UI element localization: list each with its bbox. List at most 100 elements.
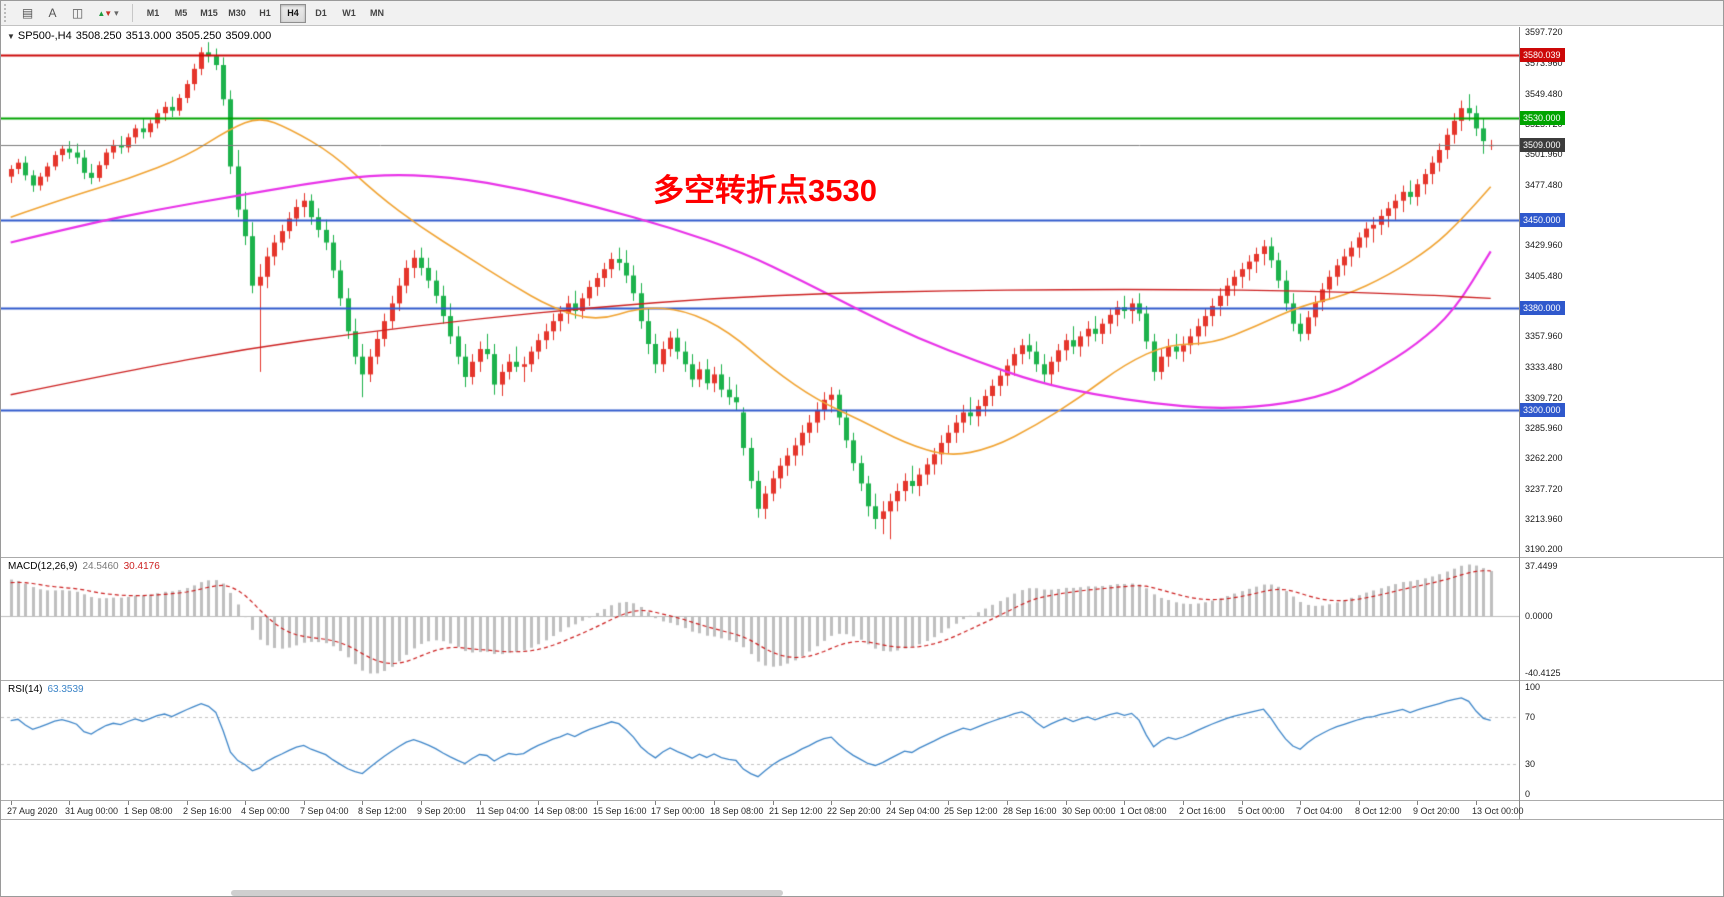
time-axis-label: 8 Sep 12:00 bbox=[358, 806, 407, 816]
macd-canvas[interactable] bbox=[1, 558, 1519, 680]
macd-signal-value: 30.4176 bbox=[123, 561, 160, 572]
time-axis-label: 17 Sep 00:00 bbox=[651, 806, 705, 816]
time-axis-label: 24 Sep 04:00 bbox=[886, 806, 940, 816]
chart-object-button[interactable]: ◫ bbox=[66, 3, 89, 23]
time-axis-label: 22 Sep 20:00 bbox=[827, 806, 881, 816]
chart-title: ▼ SP500-,H4 3508.250 3513.000 3505.250 3509.0… bbox=[7, 30, 275, 42]
macd-label: MACD(12,26,9) bbox=[8, 561, 78, 572]
time-axis-tick bbox=[128, 801, 129, 805]
time-axis-tick bbox=[890, 801, 891, 805]
up-arrow-icon: ▲ bbox=[97, 8, 106, 18]
panel-separator bbox=[1, 800, 1723, 801]
timeframe-m30-button[interactable]: M30 bbox=[224, 4, 250, 23]
time-axis-label: 28 Sep 16:00 bbox=[1003, 806, 1057, 816]
horizontal-scrollbar-thumb[interactable] bbox=[231, 890, 783, 896]
timeframe-m5-button[interactable]: M5 bbox=[168, 4, 194, 23]
ohlc-open: 3508.250 bbox=[75, 30, 122, 42]
ohlc-close: 3509.000 bbox=[225, 30, 272, 42]
text-tool-button[interactable]: A bbox=[41, 3, 64, 23]
toolbar-drag-handle[interactable] bbox=[4, 4, 12, 22]
panel-separator[interactable] bbox=[1, 557, 1723, 558]
time-axis-label: 2 Sep 16:00 bbox=[183, 806, 232, 816]
time-axis-tick bbox=[187, 801, 188, 805]
current-price-badge: 3509.000 bbox=[1520, 138, 1565, 152]
price-axis-label: 3213.960 bbox=[1525, 514, 1563, 524]
time-axis-label: 9 Sep 20:00 bbox=[417, 806, 466, 816]
panel-separator[interactable] bbox=[1, 680, 1723, 681]
macd-axis-label: 0.0000 bbox=[1525, 611, 1553, 621]
macd-value: 24.5460 bbox=[82, 561, 119, 572]
time-axis-tick bbox=[362, 801, 363, 805]
price-level-badge: 3380.000 bbox=[1520, 301, 1565, 315]
rsi-canvas[interactable] bbox=[1, 681, 1519, 800]
time-axis-label: 31 Aug 00:00 bbox=[65, 806, 119, 816]
rsi-axis-label: 30 bbox=[1525, 759, 1536, 769]
order-arrows-button[interactable]: ▲ ▼ ▾ bbox=[91, 3, 125, 23]
price-axis-label: 3429.960 bbox=[1525, 240, 1563, 250]
box-icon: ◫ bbox=[71, 6, 84, 20]
price-level-badge: 3580.039 bbox=[1520, 48, 1565, 62]
time-axis-label: 4 Sep 00:00 bbox=[241, 806, 290, 816]
timeframe-mn-button[interactable]: MN bbox=[364, 4, 390, 23]
time-axis-tick bbox=[1066, 801, 1067, 805]
price-axis-area: 3597.7203573.9603549.4803525.7203501.960… bbox=[1520, 27, 1723, 819]
rsi-axis-label: 70 bbox=[1525, 712, 1536, 722]
timeframe-m15-button[interactable]: M15 bbox=[196, 4, 222, 23]
price-chart-canvas[interactable] bbox=[1, 27, 1519, 557]
rsi-axis-label: 100 bbox=[1525, 682, 1541, 692]
ohlc-low: 3505.250 bbox=[175, 30, 222, 42]
time-axis-label: 11 Sep 04:00 bbox=[476, 806, 529, 816]
time-axis-tick bbox=[1476, 801, 1477, 805]
ohlc-high: 3513.000 bbox=[125, 30, 172, 42]
macd-title: MACD(12,26,9) 24.5460 30.4176 bbox=[8, 561, 160, 572]
time-axis-tick bbox=[1300, 801, 1301, 805]
rsi-value: 63.3539 bbox=[47, 684, 84, 695]
time-axis-tick bbox=[714, 801, 715, 805]
symbol-period-label: SP500-,H4 bbox=[17, 30, 72, 42]
price-axis-label: 3190.200 bbox=[1525, 544, 1563, 554]
time-axis-label: 7 Oct 04:00 bbox=[1296, 806, 1343, 816]
price-axis-label: 3549.480 bbox=[1525, 89, 1563, 99]
toolbar: ▤ A ◫ ▲ ▼ ▾ M1 M5 M15 M30 H1 H4 D1 W1 MN bbox=[1, 1, 1723, 26]
time-axis-label: 14 Sep 08:00 bbox=[534, 806, 588, 816]
time-axis: 27 Aug 2020 31 Aug 00:00 1 Sep 08:00 2 Sep … bbox=[1, 801, 1524, 819]
time-axis-label: 2 Oct 16:00 bbox=[1179, 806, 1226, 816]
rsi-axis-label: 0 bbox=[1525, 789, 1531, 799]
timeframe-h1-button[interactable]: H1 bbox=[252, 4, 278, 23]
time-axis-tick bbox=[773, 801, 774, 805]
dropdown-caret-icon: ▾ bbox=[114, 7, 119, 18]
price-axis-label: 3237.720 bbox=[1525, 484, 1563, 494]
rsi-panel: RSI(14) 63.3539 bbox=[1, 681, 1519, 800]
time-axis-tick bbox=[948, 801, 949, 805]
time-axis-label: 1 Sep 08:00 bbox=[124, 806, 173, 816]
time-axis-tick bbox=[421, 801, 422, 805]
timeframe-m1-button[interactable]: M1 bbox=[140, 4, 166, 23]
chart-text-annotation: 多空转折点3530 bbox=[653, 173, 877, 208]
price-level-badge: 3300.000 bbox=[1520, 403, 1565, 417]
time-axis-tick bbox=[304, 801, 305, 805]
rsi-title: RSI(14) 63.3539 bbox=[8, 684, 84, 695]
time-axis-tick bbox=[1417, 801, 1418, 805]
time-axis-label: 25 Sep 12:00 bbox=[944, 806, 998, 816]
time-axis-tick bbox=[1242, 801, 1243, 805]
time-axis-tick bbox=[245, 801, 246, 805]
timeframe-h4-button[interactable]: H4 bbox=[280, 3, 306, 23]
timeframe-d1-button[interactable]: D1 bbox=[308, 4, 334, 23]
price-axis-label: 3285.960 bbox=[1525, 423, 1563, 433]
charts-grid-button[interactable]: ▤ bbox=[16, 3, 39, 23]
toolbar-separator bbox=[132, 4, 133, 22]
macd-axis-label: 37.4499 bbox=[1525, 561, 1558, 571]
panel-separator bbox=[1, 819, 1723, 820]
time-axis-tick bbox=[1183, 801, 1184, 805]
time-axis-tick bbox=[69, 801, 70, 805]
timeframe-w1-button[interactable]: W1 bbox=[336, 4, 362, 23]
price-axis-label: 3405.480 bbox=[1525, 271, 1563, 281]
time-axis-tick bbox=[480, 801, 481, 805]
collapse-arrow-icon[interactable]: ▼ bbox=[7, 32, 15, 41]
time-axis-label: 1 Oct 08:00 bbox=[1120, 806, 1167, 816]
time-axis-label: 18 Sep 08:00 bbox=[710, 806, 764, 816]
time-axis-label: 27 Aug 2020 bbox=[7, 806, 58, 816]
price-axis-label: 3597.720 bbox=[1525, 27, 1563, 37]
price-level-badge: 3530.000 bbox=[1520, 111, 1565, 125]
